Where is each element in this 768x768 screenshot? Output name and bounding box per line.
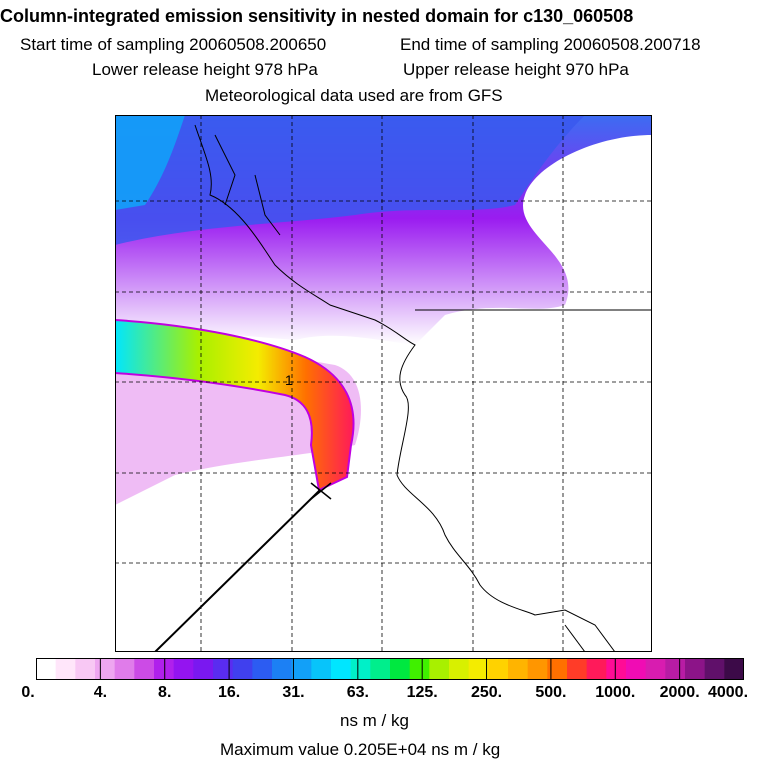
colorbar-cell (55, 658, 76, 680)
colorbar-cell (606, 658, 627, 680)
end-time-label: End time of sampling 20060508.200718 (400, 35, 701, 54)
colorbar-tick-label: 63. (346, 684, 369, 701)
colorbar-dividers (99, 658, 681, 680)
lower-release-label: Lower release height 978 hPa (92, 60, 318, 79)
colorbar-cell (193, 658, 214, 680)
colorbar-cell (311, 658, 332, 680)
sensitivity-field-blue (115, 115, 585, 245)
colorbar-tick-label: 2000. (659, 684, 700, 701)
release-point-label: 1 (285, 372, 293, 388)
colorbar-tick-label: 4000. (707, 684, 749, 701)
sensitivity-map: 1 (115, 115, 652, 652)
colorbar (36, 658, 744, 680)
coastline (194, 124, 652, 652)
trajectory-line (154, 489, 321, 652)
colorbar-cell (626, 658, 647, 680)
colorbar-tick-label: 16. (217, 684, 241, 701)
colorbar-tick-label: 4. (93, 684, 108, 701)
maximum-value-label: Maximum value 0.205E+04 ns m / kg (220, 740, 501, 759)
colorbar-tick-label: 500. (535, 684, 567, 701)
colorbar-cell (547, 658, 568, 680)
map-grid (115, 115, 652, 652)
start-time-label: Start time of sampling 20060508.200650 (20, 35, 327, 54)
colorbar-tick-label: 0. (21, 684, 35, 701)
emission-plume (115, 318, 355, 492)
upper-release-label: Upper release height 970 hPa (403, 60, 629, 79)
colorbar-tick-label: 8. (158, 684, 172, 701)
sensitivity-field-cyan (115, 115, 185, 210)
colorbar-cell (527, 658, 548, 680)
colorbar-cell (114, 658, 135, 680)
colorbar-cell (350, 658, 371, 680)
colorbar-cell (291, 658, 312, 680)
colorbar-cell (331, 658, 352, 680)
met-data-label: Meteorological data used are from GFS (205, 86, 503, 105)
colorbar-cell (704, 658, 725, 680)
colorbar-cell (213, 658, 234, 680)
colorbar-tick-label: 125. (406, 684, 438, 701)
colorbar-cell (95, 658, 116, 680)
colorbar-cell (508, 658, 529, 680)
colorbar-tick-label: 250. (470, 684, 503, 701)
colorbar-cell (449, 658, 470, 680)
colorbar-cell (75, 658, 96, 680)
colorbar-cell (724, 658, 744, 680)
colorbar-cell (488, 658, 509, 680)
colorbar-cell (154, 658, 175, 680)
colorbar-cell (390, 658, 411, 680)
colorbar-cell (272, 658, 293, 680)
colorbar-cell (468, 658, 489, 680)
colorbar-cell (409, 658, 430, 680)
colorbar-tick-label: 1000. (595, 684, 636, 701)
colorbar-cell (370, 658, 391, 680)
colorbar-cell (429, 658, 450, 680)
colorbar-cell (134, 658, 155, 680)
release-marker (310, 482, 332, 500)
colorbar-cell (173, 658, 194, 680)
colorbar-cell (567, 658, 588, 680)
colorbar-cell (586, 658, 607, 680)
colorbar-cell (685, 658, 706, 680)
colorbar-cell (36, 658, 57, 680)
colorbar-cell (645, 658, 666, 680)
plot-title: Column-integrated emission sensitivity i… (0, 6, 634, 26)
colorbar-tick-label: 31. (282, 684, 305, 701)
colorbar-cells (36, 658, 744, 680)
colorbar-cell (252, 658, 273, 680)
colorbar-cell (232, 658, 253, 680)
colorbar-units: ns m / kg (340, 711, 409, 730)
colorbar-cell (665, 658, 686, 680)
map-frame (115, 115, 652, 652)
